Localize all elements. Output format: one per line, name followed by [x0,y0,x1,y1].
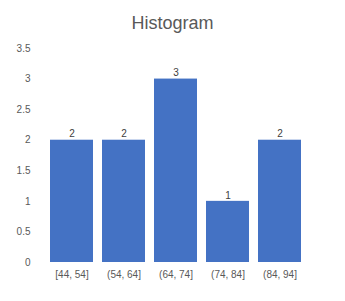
svg-text:(74, 84]: (74, 84] [211,269,245,280]
svg-text:1: 1 [225,190,231,201]
svg-text:[44, 54]: [44, 54] [55,269,89,280]
svg-text:2: 2 [121,128,127,139]
svg-text:2: 2 [277,128,283,139]
svg-text:2.5: 2.5 [17,104,31,115]
svg-text:2: 2 [25,134,31,145]
svg-text:1.5: 1.5 [17,165,31,176]
svg-text:0: 0 [25,257,31,268]
svg-text:2: 2 [69,128,75,139]
svg-text:(64, 74]: (64, 74] [159,269,193,280]
svg-text:3.5: 3.5 [17,43,31,54]
svg-text:(84, 94]: (84, 94] [263,269,297,280]
svg-text:0.5: 0.5 [17,226,31,237]
svg-text:3: 3 [25,73,31,84]
html-text:Histogram: Histogram [131,13,214,33]
svg-text:1: 1 [25,196,31,207]
svg-text:(54, 64]: (54, 64] [107,269,141,280]
svg-text:3: 3 [173,67,179,78]
